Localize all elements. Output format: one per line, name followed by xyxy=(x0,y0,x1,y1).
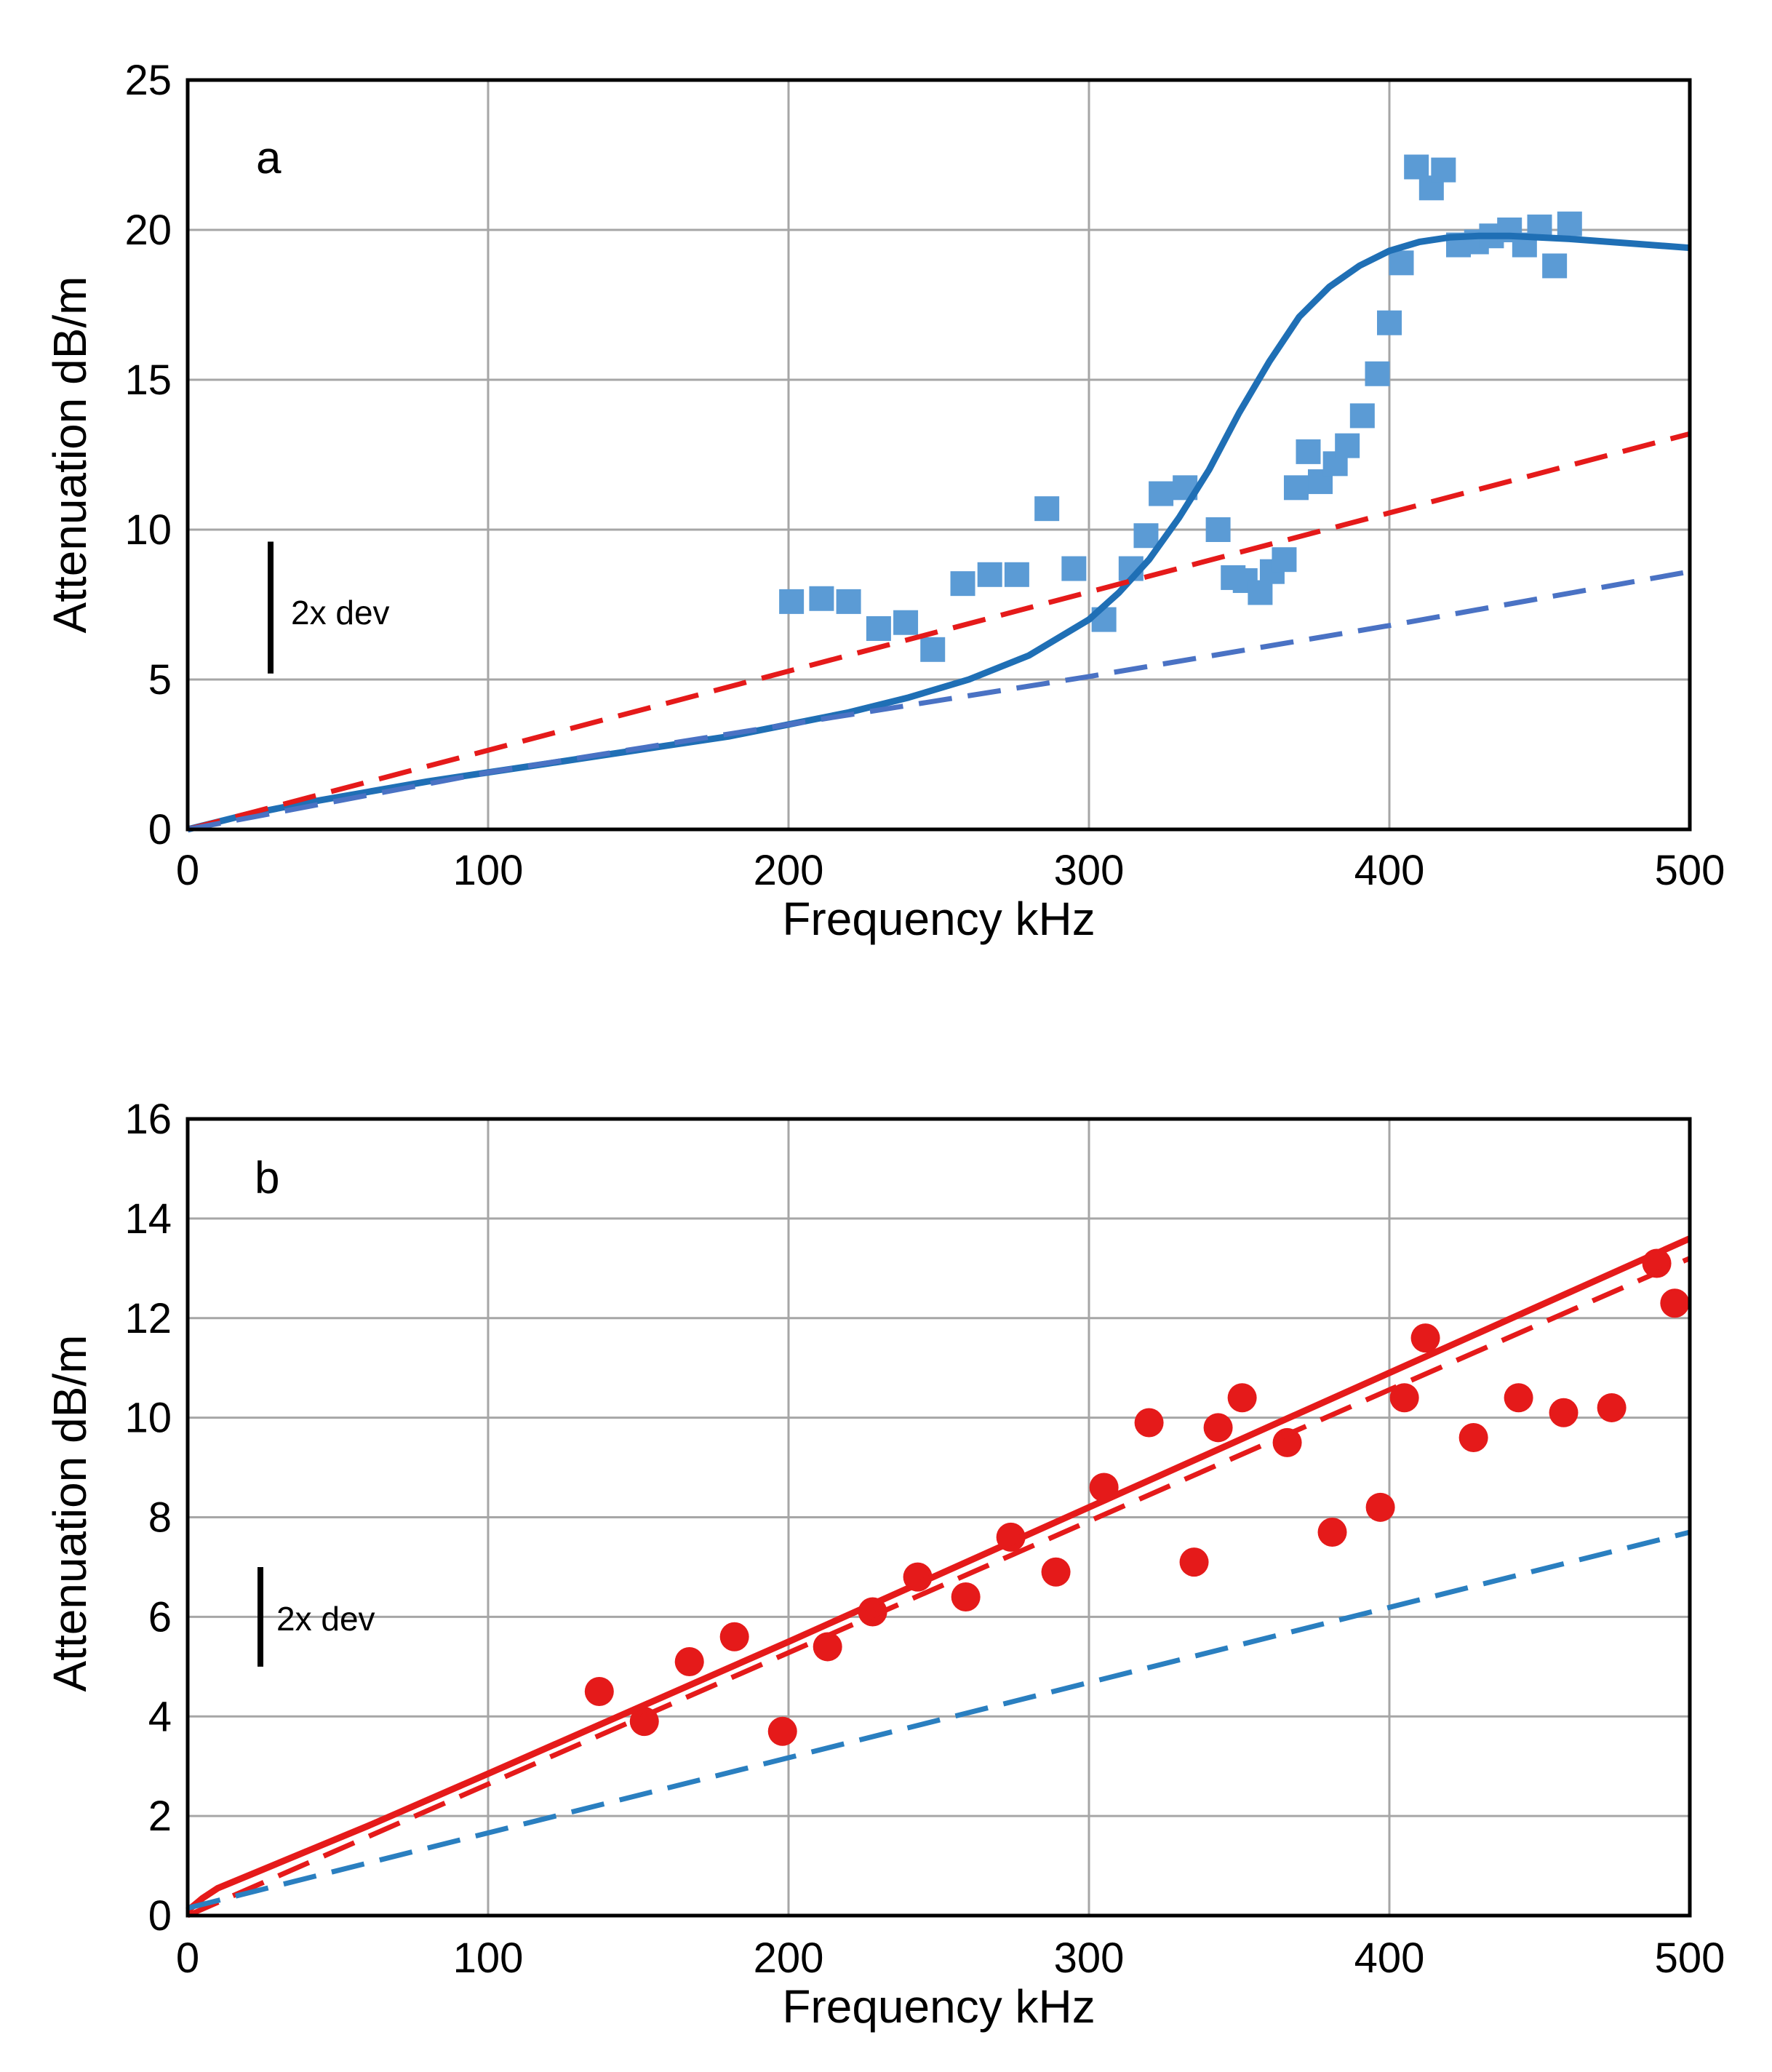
data-point-circle xyxy=(1179,1547,1209,1577)
y-tick-label: 8 xyxy=(148,1494,172,1542)
data-point-square xyxy=(950,571,975,597)
x-tick-label: 500 xyxy=(1655,1934,1725,1982)
x-tick-label: 100 xyxy=(453,847,524,894)
data-point-circle xyxy=(1660,1288,1690,1318)
solid-curve xyxy=(185,1235,1691,1913)
y-tick-label: 20 xyxy=(124,207,172,254)
error-bar-label: 2x dev xyxy=(291,594,390,631)
y-tick-label: 2 xyxy=(148,1793,172,1840)
data-point-square xyxy=(836,589,861,614)
y-tick-label: 16 xyxy=(124,1096,172,1143)
x-tick-label: 200 xyxy=(754,847,824,894)
data-point-square xyxy=(1248,580,1273,605)
series-2-line xyxy=(187,431,1691,832)
y-tick-label: 10 xyxy=(124,1395,172,1442)
x-tick-label: 0 xyxy=(176,1934,199,1982)
data-point-square xyxy=(1349,403,1375,429)
data-point-square xyxy=(1205,517,1231,542)
plot-frame xyxy=(185,78,1692,832)
x-axis-title: Frequency kHz xyxy=(782,893,1095,945)
data-point-circle xyxy=(1410,1323,1440,1353)
series-0-points xyxy=(584,1248,1690,1746)
data-point-square xyxy=(977,562,1002,587)
dashed-line xyxy=(186,1256,1691,1918)
data-point-square xyxy=(893,610,919,635)
data-point-circle xyxy=(1504,1383,1533,1413)
x-tick-label: 500 xyxy=(1655,847,1725,894)
dashed-line xyxy=(187,569,1691,832)
data-point-square xyxy=(1542,253,1568,279)
y-tick-label: 12 xyxy=(124,1295,172,1342)
panel-label: a xyxy=(256,133,282,183)
x-axis-title: Frequency kHz xyxy=(782,1980,1095,2033)
y-tick-label: 14 xyxy=(124,1195,172,1243)
chart-panel-b: 0 100 200 300 400 500 0 2 4 6 8 10 12 14 16 b 2x dev Freq… xyxy=(44,1096,1725,2033)
data-point-square xyxy=(1133,523,1159,549)
error-bar-label: 2x dev xyxy=(276,1600,375,1638)
data-point-circle xyxy=(1041,1557,1071,1587)
data-point-square xyxy=(1283,475,1309,501)
data-point-square xyxy=(779,589,805,614)
data-point-circle xyxy=(1365,1492,1395,1522)
x-tick-label: 200 xyxy=(754,1934,824,1982)
data-point-square xyxy=(920,637,946,662)
data-point-square xyxy=(1272,547,1297,573)
data-point-circle xyxy=(1389,1383,1419,1413)
data-point-circle xyxy=(767,1716,797,1746)
data-point-circle xyxy=(1203,1413,1233,1443)
y-axis-title: Attenuation dB/m xyxy=(44,276,96,634)
data-point-circle xyxy=(1227,1383,1257,1413)
data-point-circle xyxy=(1549,1398,1579,1427)
y-tick-label: 5 xyxy=(148,656,172,704)
data-point-circle xyxy=(813,1632,842,1662)
series-3-line xyxy=(187,569,1691,832)
data-point-circle xyxy=(584,1677,614,1707)
series-2-line xyxy=(186,1256,1691,1918)
y-tick-label: 10 xyxy=(124,506,172,554)
y-tick-label: 15 xyxy=(124,356,172,404)
y-tick-label: 0 xyxy=(148,806,172,853)
x-tick-label: 300 xyxy=(1054,847,1125,894)
data-point-circle xyxy=(1317,1518,1347,1547)
x-tick-label: 400 xyxy=(1354,847,1425,894)
data-point-square xyxy=(809,586,834,611)
y-tick-label: 25 xyxy=(124,57,172,104)
y-tick-label: 0 xyxy=(148,1892,172,1940)
x-tick-label: 300 xyxy=(1054,1934,1125,1982)
x-tick-label: 100 xyxy=(453,1934,524,1982)
data-point-square xyxy=(1389,250,1414,276)
data-point-square xyxy=(1296,439,1321,464)
data-point-square xyxy=(1365,361,1390,386)
chart-panel-a: 0 100 200 300 400 500 0 5 10 15 20 25 a 2x dev Frequen… xyxy=(44,57,1725,945)
data-point-square xyxy=(1557,211,1582,236)
data-point-square xyxy=(1061,556,1087,581)
data-point-circle xyxy=(719,1622,749,1651)
data-point-square xyxy=(1004,562,1029,587)
data-point-circle xyxy=(1458,1423,1488,1452)
data-point-circle xyxy=(674,1646,704,1676)
data-point-square xyxy=(1377,310,1402,335)
dashed-line xyxy=(187,431,1691,832)
data-point-circle xyxy=(1597,1392,1627,1422)
plot-frame xyxy=(185,1117,1692,1918)
data-point-circle xyxy=(1134,1408,1164,1438)
y-tick-label: 6 xyxy=(148,1593,172,1641)
series-0-points xyxy=(779,154,1582,662)
data-point-square xyxy=(1149,481,1174,506)
y-axis-title: Attenuation dB/m xyxy=(44,1335,96,1692)
data-point-square xyxy=(1335,433,1360,458)
x-tick-label: 400 xyxy=(1354,1934,1425,1982)
series-1-line xyxy=(185,1235,1691,1913)
data-point-circle xyxy=(951,1582,981,1611)
data-point-square xyxy=(1034,496,1060,522)
data-point-square xyxy=(866,615,891,641)
data-point-square xyxy=(1431,157,1456,183)
y-tick-label: 4 xyxy=(148,1693,172,1740)
panel-label: b xyxy=(255,1153,279,1203)
data-point-square xyxy=(1404,154,1429,180)
dashed-line xyxy=(187,1529,1691,1911)
series-3-line xyxy=(187,1529,1691,1911)
x-tick-label: 0 xyxy=(176,847,199,894)
